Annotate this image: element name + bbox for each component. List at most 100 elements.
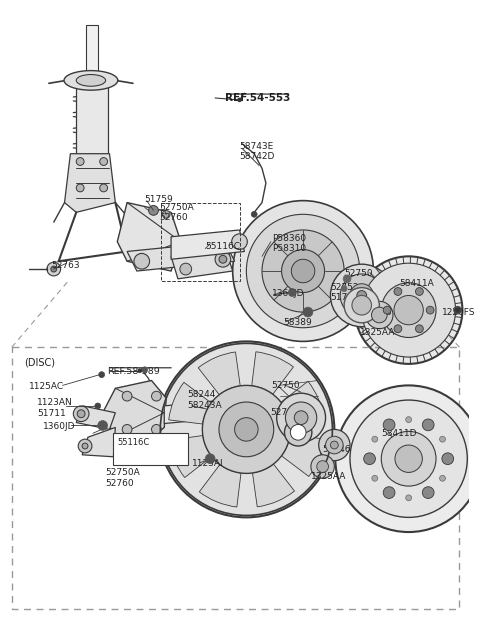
Text: 52746: 52746 [323,445,351,454]
Text: 1123AI: 1123AI [192,459,223,468]
Circle shape [330,441,338,449]
Circle shape [454,306,461,314]
Circle shape [95,403,101,409]
Circle shape [219,402,274,457]
Circle shape [290,425,306,440]
Circle shape [251,211,257,217]
Polygon shape [64,154,115,213]
Circle shape [138,369,142,373]
Circle shape [355,256,462,364]
Circle shape [406,416,411,423]
Text: 52763: 52763 [51,261,80,270]
Circle shape [350,284,373,307]
Text: 52752: 52752 [270,408,299,417]
Text: 52750A
52760: 52750A 52760 [106,468,140,488]
Circle shape [100,184,108,192]
Wedge shape [252,464,295,507]
Text: 1325AA: 1325AA [360,327,395,337]
Circle shape [350,400,468,517]
Circle shape [440,436,445,442]
Wedge shape [281,435,324,476]
Polygon shape [76,406,115,429]
Wedge shape [169,435,212,478]
Circle shape [381,283,436,338]
Circle shape [210,242,230,261]
Circle shape [357,290,367,300]
Polygon shape [76,85,108,154]
Circle shape [99,372,105,377]
Wedge shape [198,352,240,395]
Circle shape [406,495,411,501]
Circle shape [422,419,434,431]
Text: 52750: 52750 [344,269,373,278]
Circle shape [344,288,379,323]
Text: 1125AC: 1125AC [29,382,64,391]
Text: 58389: 58389 [284,318,312,327]
Circle shape [341,286,347,292]
Circle shape [294,411,308,425]
Circle shape [78,439,92,453]
Circle shape [180,263,192,275]
Circle shape [362,263,456,357]
Circle shape [317,461,328,473]
Circle shape [426,306,434,314]
Text: 58411D: 58411D [381,429,417,439]
Circle shape [219,256,227,263]
Circle shape [395,445,422,473]
Circle shape [77,410,85,418]
Circle shape [262,230,344,312]
Circle shape [394,325,402,333]
Text: (DISC): (DISC) [24,357,56,367]
Circle shape [122,391,132,401]
Text: 1360JD: 1360JD [272,288,304,298]
Circle shape [215,247,225,256]
Circle shape [416,288,423,295]
Circle shape [394,295,423,325]
Ellipse shape [64,71,118,90]
Text: 52746: 52746 [364,308,392,317]
Text: 52750: 52750 [272,380,300,389]
Circle shape [416,325,423,333]
Circle shape [162,210,170,218]
Circle shape [276,393,325,442]
Text: 55116C: 55116C [117,438,150,447]
Polygon shape [164,400,227,423]
Text: 1123AN
51711: 1123AN 51711 [37,398,73,418]
Polygon shape [117,203,181,271]
Circle shape [372,307,387,323]
Circle shape [232,234,247,249]
Circle shape [47,262,60,276]
Circle shape [76,184,84,192]
Circle shape [285,418,312,446]
Circle shape [152,391,161,401]
Circle shape [291,259,315,283]
Text: 55116C: 55116C [205,242,240,251]
Circle shape [235,418,258,441]
Circle shape [158,341,335,517]
Wedge shape [169,382,211,424]
Polygon shape [86,25,98,85]
Circle shape [288,288,296,297]
Circle shape [282,249,324,293]
Circle shape [152,425,161,434]
Circle shape [325,436,343,454]
Wedge shape [281,381,324,423]
Circle shape [372,436,378,442]
Circle shape [213,402,229,418]
Circle shape [311,455,335,478]
Polygon shape [127,242,235,271]
Text: 58743E
58742D: 58743E 58742D [240,142,275,162]
Circle shape [340,274,383,317]
Text: REF.58-589: REF.58-589 [108,367,160,376]
Circle shape [215,252,231,267]
Text: 58411A: 58411A [399,279,433,288]
Circle shape [440,475,445,481]
Circle shape [336,386,480,532]
Text: 58244
58243A: 58244 58243A [188,391,222,410]
Circle shape [372,475,378,481]
Circle shape [366,302,393,329]
Text: 52750A
52760: 52750A 52760 [159,203,194,222]
Circle shape [122,425,132,434]
Circle shape [100,158,108,165]
Text: 1325AA: 1325AA [311,473,346,481]
